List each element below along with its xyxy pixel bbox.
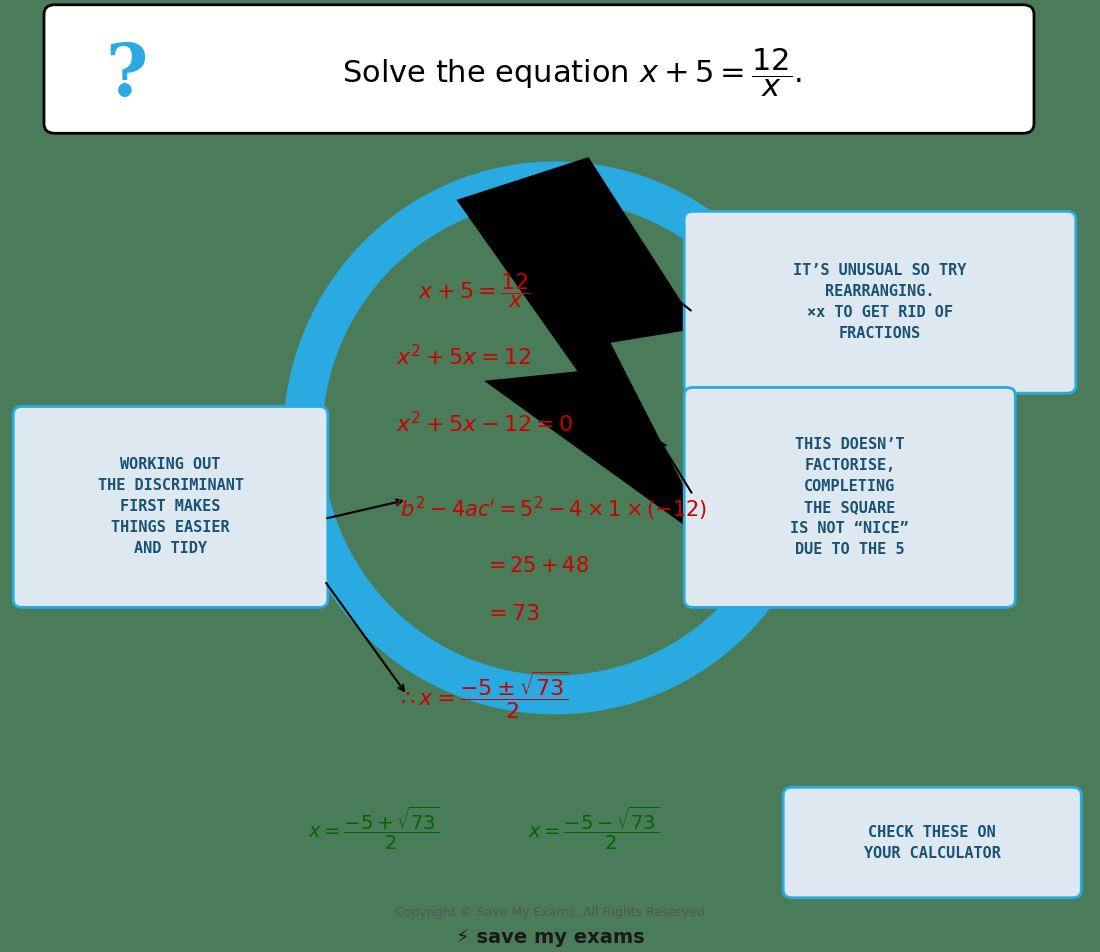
FancyBboxPatch shape xyxy=(684,387,1015,607)
Text: $x = \dfrac{-5 - \sqrt{73}}{2}$: $x = \dfrac{-5 - \sqrt{73}}{2}$ xyxy=(528,804,660,852)
Text: $\therefore x = \dfrac{-5 \pm \sqrt{73}}{2}$: $\therefore x = \dfrac{-5 \pm \sqrt{73}}… xyxy=(396,669,568,721)
Polygon shape xyxy=(456,157,715,547)
Text: $= 73$: $= 73$ xyxy=(484,604,540,625)
Text: ⚡ save my exams: ⚡ save my exams xyxy=(455,928,645,947)
Text: $x^2 + 5x - 12 = 0$: $x^2 + 5x - 12 = 0$ xyxy=(396,411,573,436)
Text: Solve the equation $x + 5 = \dfrac{12}{x}$.: Solve the equation $x + 5 = \dfrac{12}{x… xyxy=(342,46,802,99)
Text: WORKING OUT
THE DISCRIMINANT
FIRST MAKES
THINGS EASIER
AND TIDY: WORKING OUT THE DISCRIMINANT FIRST MAKES… xyxy=(98,458,243,556)
Text: THIS DOESN’T
FACTORISE,
COMPLETING
THE SQUARE
IS NOT “NICE”
DUE TO THE 5: THIS DOESN’T FACTORISE, COMPLETING THE S… xyxy=(791,437,909,558)
Text: CHECK THESE ON
YOUR CALCULATOR: CHECK THESE ON YOUR CALCULATOR xyxy=(864,824,1001,861)
FancyBboxPatch shape xyxy=(783,787,1081,898)
Text: $x^2 + 5x = 12$: $x^2 + 5x = 12$ xyxy=(396,345,531,369)
Text: IT’S UNUSUAL SO TRY
REARRANGING.
×x TO GET RID OF
FRACTIONS: IT’S UNUSUAL SO TRY REARRANGING. ×x TO G… xyxy=(793,264,967,341)
Text: Copyright © Save My Exams. All Rights Reserved: Copyright © Save My Exams. All Rights Re… xyxy=(395,905,705,919)
FancyBboxPatch shape xyxy=(13,407,328,607)
FancyBboxPatch shape xyxy=(684,211,1076,393)
Text: $x = \dfrac{-5 + \sqrt{73}}{2}$: $x = \dfrac{-5 + \sqrt{73}}{2}$ xyxy=(308,804,440,852)
Text: ?: ? xyxy=(106,40,147,110)
Text: $= 25 + 48$: $= 25 + 48$ xyxy=(484,556,588,577)
FancyBboxPatch shape xyxy=(44,5,1034,133)
Text: $'b^2 - 4ac' = 5^2 - 4 \times 1 \times (-12)$: $'b^2 - 4ac' = 5^2 - 4 \times 1 \times (… xyxy=(396,495,707,524)
Text: $x + 5 = \dfrac{12}{x}$: $x + 5 = \dfrac{12}{x}$ xyxy=(418,271,531,309)
